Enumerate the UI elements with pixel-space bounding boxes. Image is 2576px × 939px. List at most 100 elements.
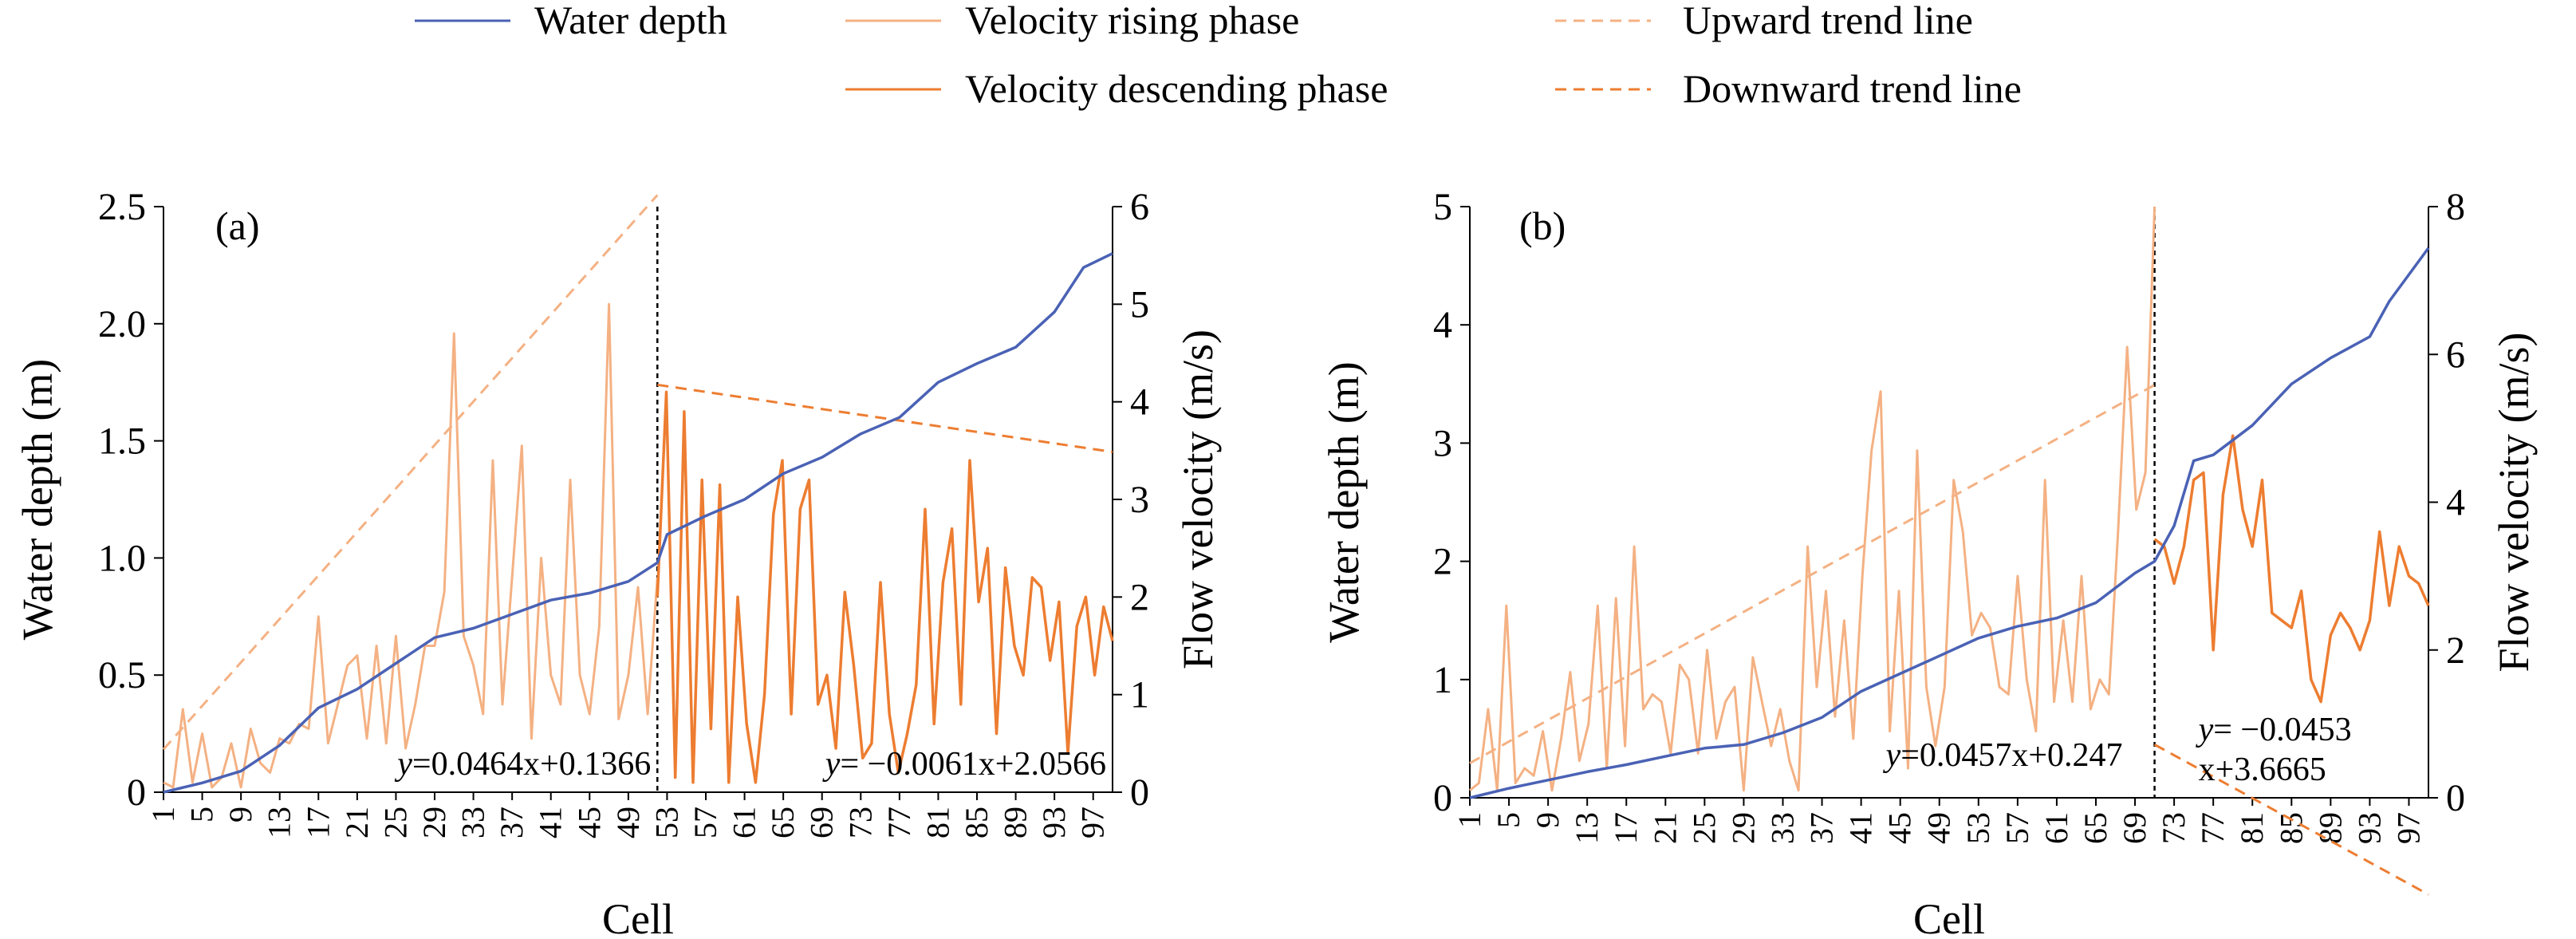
x-tick-label: 77 bbox=[881, 807, 917, 838]
right-tick-label: 4 bbox=[1130, 381, 1149, 424]
legend-item-water-depth: Water depth bbox=[415, 0, 727, 42]
water-depth-line bbox=[1469, 247, 2430, 799]
left-tick-label: 2 bbox=[1433, 541, 1452, 583]
legend-item-downward-trend: Downward trend line bbox=[1555, 66, 2022, 111]
x-tick-label: 33 bbox=[1764, 812, 1800, 844]
right-tick-label: 0 bbox=[2446, 777, 2465, 819]
velocity-descending-line bbox=[656, 390, 1114, 784]
downward-trend-line bbox=[657, 383, 1113, 453]
legend-item-velocity-descending: Velocity descending phase bbox=[845, 66, 1388, 111]
left-tick-label: 0.5 bbox=[98, 654, 146, 696]
x-tick-label: 17 bbox=[1608, 812, 1644, 844]
left-tick-label: 1.0 bbox=[98, 537, 146, 579]
x-tick-label: 61 bbox=[727, 807, 762, 838]
x-tick-label: 13 bbox=[262, 807, 297, 838]
y-axis-left-label: Water depth (m) bbox=[1320, 361, 1368, 643]
right-tick-label: 2 bbox=[2446, 629, 2465, 672]
legend-item-upward-trend: Upward trend line bbox=[1555, 0, 1973, 42]
x-tick-label: 21 bbox=[339, 807, 375, 838]
x-axis-label: Cell bbox=[1913, 895, 1985, 939]
x-tick-label: 93 bbox=[2351, 812, 2387, 844]
right-tick-label: 5 bbox=[1130, 283, 1149, 325]
right-tick-label: 3 bbox=[1130, 479, 1149, 521]
x-tick-label: 89 bbox=[998, 807, 1034, 838]
legend-label-upward-trend: Upward trend line bbox=[1683, 0, 1973, 42]
y-axis-left-label: Water depth (m) bbox=[14, 359, 61, 641]
x-tick-label: 33 bbox=[455, 807, 491, 838]
velocity-descending-line bbox=[2153, 434, 2430, 704]
x-tick-label: 37 bbox=[494, 807, 530, 838]
legend-label-downward-trend: Downward trend line bbox=[1683, 66, 2022, 111]
x-tick-label: 81 bbox=[2234, 812, 2270, 844]
left-tick-label: 5 bbox=[1433, 186, 1452, 228]
legend-label-water-depth: Water depth bbox=[534, 0, 727, 42]
x-tick-label: 25 bbox=[377, 807, 413, 838]
left-tick-label: 4 bbox=[1433, 304, 1452, 346]
x-tick-label: 5 bbox=[184, 807, 220, 823]
x-tick-label: 57 bbox=[687, 807, 723, 838]
trend-down-equation: y= −0.0061x+2.0566 bbox=[822, 746, 1106, 783]
left-tick-label: 2.0 bbox=[98, 303, 146, 345]
x-tick-label: 1 bbox=[145, 807, 181, 823]
left-tick-label: 1.5 bbox=[98, 420, 146, 463]
x-tick-label: 73 bbox=[2156, 812, 2192, 844]
x-tick-label: 53 bbox=[648, 807, 684, 838]
x-tick-label: 45 bbox=[1882, 812, 1918, 844]
x-tick-label: 61 bbox=[2038, 812, 2074, 844]
x-tick-label: 17 bbox=[300, 807, 336, 838]
right-tick-label: 6 bbox=[2446, 333, 2465, 376]
y-axis-right-label: Flow velocity (m/s) bbox=[1174, 329, 1222, 669]
x-axis-label: Cell bbox=[602, 895, 674, 939]
x-tick-label: 97 bbox=[1075, 807, 1111, 838]
left-tick-label: 2.5 bbox=[98, 186, 146, 228]
x-tick-label: 77 bbox=[2195, 812, 2231, 844]
x-tick-label: 45 bbox=[571, 807, 607, 838]
x-tick-label: 65 bbox=[2078, 812, 2113, 844]
x-tick-label: 85 bbox=[959, 807, 995, 838]
x-tick-label: 57 bbox=[1999, 812, 2035, 844]
right-tick-label: 0 bbox=[1130, 771, 1149, 814]
right-tick-label: 2 bbox=[1130, 576, 1149, 618]
right-tick-label: 1 bbox=[1130, 674, 1149, 716]
x-tick-label: 9 bbox=[223, 807, 258, 823]
x-tick-label: 9 bbox=[1530, 812, 1566, 828]
x-tick-label: 53 bbox=[1960, 812, 1996, 844]
upward-trend-line bbox=[1469, 384, 2156, 764]
x-tick-label: 37 bbox=[1804, 812, 1840, 844]
legend-label-velocity-descending: Velocity descending phase bbox=[965, 66, 1388, 111]
legend: Water depth Velocity rising phase Upward… bbox=[415, 0, 2022, 111]
x-tick-label: 93 bbox=[1036, 807, 1072, 838]
x-tick-label: 97 bbox=[2390, 812, 2426, 844]
velocity-rising-line bbox=[1469, 206, 2157, 792]
trend-up-equation: y=0.0464x+0.1366 bbox=[394, 746, 651, 783]
x-tick-label: 73 bbox=[842, 807, 878, 838]
left-tick-label: 1 bbox=[1433, 659, 1452, 701]
velocity-rising-line bbox=[163, 302, 659, 789]
right-tick-label: 4 bbox=[2446, 482, 2465, 524]
upward-trend-line bbox=[162, 194, 659, 751]
right-tick-label: 6 bbox=[1130, 186, 1149, 228]
panel-label: (a) bbox=[215, 203, 260, 248]
legend-item-velocity-rising: Velocity rising phase bbox=[845, 0, 1299, 42]
y-axis-right-label: Flow velocity (m/s) bbox=[2490, 333, 2538, 673]
x-tick-label: 49 bbox=[610, 807, 646, 838]
x-tick-label: 41 bbox=[533, 807, 569, 838]
x-tick-label: 69 bbox=[804, 807, 840, 838]
x-tick-label: 69 bbox=[2117, 812, 2153, 844]
x-tick-label: 13 bbox=[1569, 812, 1605, 844]
downward-trend-line bbox=[2153, 743, 2429, 896]
x-tick-label: 65 bbox=[765, 807, 801, 838]
right-tick-label: 8 bbox=[2446, 186, 2465, 228]
x-tick-label: 29 bbox=[416, 807, 452, 838]
left-tick-label: 0 bbox=[1433, 777, 1452, 819]
trend-down-equation: y= −0.0453 bbox=[2196, 712, 2352, 748]
trend-up-equation: y=0.0457x+0.247 bbox=[1883, 737, 2123, 774]
x-tick-label: 85 bbox=[2273, 812, 2309, 844]
x-tick-label: 41 bbox=[1843, 812, 1879, 844]
x-tick-label: 5 bbox=[1491, 812, 1526, 828]
x-tick-label: 21 bbox=[1647, 812, 1683, 844]
water-depth-line bbox=[163, 252, 1113, 794]
